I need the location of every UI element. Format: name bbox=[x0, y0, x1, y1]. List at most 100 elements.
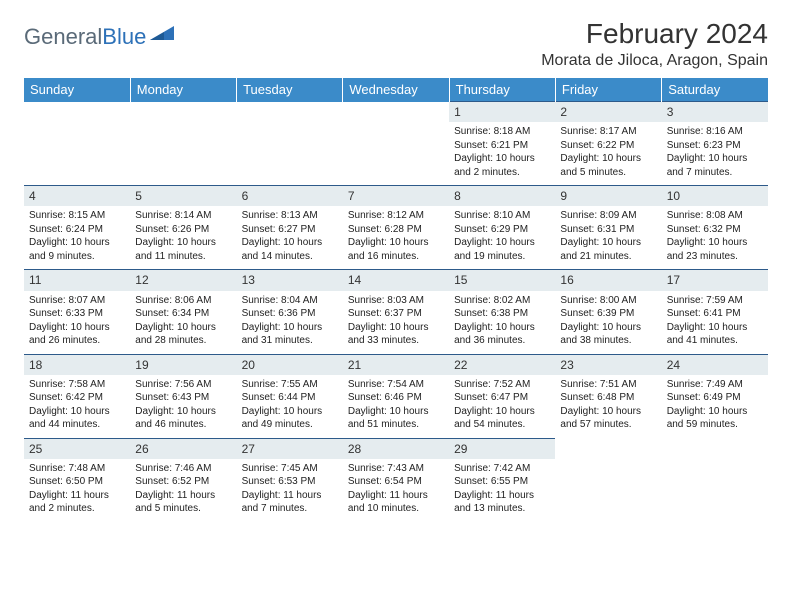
daynum-row: 2526272829 bbox=[24, 438, 768, 459]
daylight-text-1: Daylight: 10 hours bbox=[560, 236, 656, 250]
day-details-cell: Sunrise: 7:52 AMSunset: 6:47 PMDaylight:… bbox=[449, 375, 555, 439]
day-number-cell: 19 bbox=[130, 354, 236, 375]
sunset-text: Sunset: 6:37 PM bbox=[348, 307, 444, 321]
sunrise-text: Sunrise: 8:10 AM bbox=[454, 209, 550, 223]
sunrise-text: Sunrise: 7:46 AM bbox=[135, 462, 231, 476]
daylight-text-2: and 44 minutes. bbox=[29, 418, 125, 432]
day-number-cell: 14 bbox=[343, 270, 449, 291]
daylight-text-2: and 28 minutes. bbox=[135, 334, 231, 348]
sunset-text: Sunset: 6:47 PM bbox=[454, 391, 550, 405]
sunset-text: Sunset: 6:36 PM bbox=[242, 307, 338, 321]
daylight-text-2: and 10 minutes. bbox=[348, 502, 444, 516]
sunset-text: Sunset: 6:28 PM bbox=[348, 223, 444, 237]
day-number-cell: 10 bbox=[662, 186, 768, 207]
sunset-text: Sunset: 6:23 PM bbox=[667, 139, 763, 153]
day-number-cell: 15 bbox=[449, 270, 555, 291]
day-number-cell bbox=[130, 102, 236, 123]
day-number-cell: 23 bbox=[555, 354, 661, 375]
sunset-text: Sunset: 6:46 PM bbox=[348, 391, 444, 405]
details-row: Sunrise: 7:48 AMSunset: 6:50 PMDaylight:… bbox=[24, 459, 768, 522]
day-details-cell: Sunrise: 7:51 AMSunset: 6:48 PMDaylight:… bbox=[555, 375, 661, 439]
sunset-text: Sunset: 6:39 PM bbox=[560, 307, 656, 321]
daylight-text-1: Daylight: 10 hours bbox=[29, 405, 125, 419]
daylight-text-2: and 26 minutes. bbox=[29, 334, 125, 348]
sunrise-text: Sunrise: 7:42 AM bbox=[454, 462, 550, 476]
daylight-text-1: Daylight: 10 hours bbox=[348, 321, 444, 335]
sunset-text: Sunset: 6:41 PM bbox=[667, 307, 763, 321]
logo-text: GeneralBlue bbox=[24, 24, 146, 50]
day-details-cell: Sunrise: 7:55 AMSunset: 6:44 PMDaylight:… bbox=[237, 375, 343, 439]
daylight-text-1: Daylight: 10 hours bbox=[135, 321, 231, 335]
day-details-cell: Sunrise: 7:43 AMSunset: 6:54 PMDaylight:… bbox=[343, 459, 449, 522]
sunrise-text: Sunrise: 8:17 AM bbox=[560, 125, 656, 139]
day-details-cell: Sunrise: 7:49 AMSunset: 6:49 PMDaylight:… bbox=[662, 375, 768, 439]
sunrise-text: Sunrise: 8:18 AM bbox=[454, 125, 550, 139]
daylight-text-2: and 33 minutes. bbox=[348, 334, 444, 348]
calendar-page: GeneralBlue February 2024 Morata de Jilo… bbox=[0, 0, 792, 540]
sunrise-text: Sunrise: 8:12 AM bbox=[348, 209, 444, 223]
day-number-cell: 12 bbox=[130, 270, 236, 291]
sunset-text: Sunset: 6:31 PM bbox=[560, 223, 656, 237]
daylight-text-2: and 41 minutes. bbox=[667, 334, 763, 348]
daylight-text-2: and 14 minutes. bbox=[242, 250, 338, 264]
sunrise-text: Sunrise: 8:06 AM bbox=[135, 294, 231, 308]
day-header: Friday bbox=[555, 78, 661, 102]
sunrise-text: Sunrise: 8:04 AM bbox=[242, 294, 338, 308]
day-details-cell: Sunrise: 8:00 AMSunset: 6:39 PMDaylight:… bbox=[555, 291, 661, 355]
daylight-text-1: Daylight: 11 hours bbox=[29, 489, 125, 503]
daylight-text-1: Daylight: 10 hours bbox=[667, 236, 763, 250]
daylight-text-2: and 5 minutes. bbox=[560, 166, 656, 180]
day-header: Wednesday bbox=[343, 78, 449, 102]
day-details-cell: Sunrise: 7:56 AMSunset: 6:43 PMDaylight:… bbox=[130, 375, 236, 439]
logo-triangle-icon bbox=[150, 24, 176, 47]
sunset-text: Sunset: 6:33 PM bbox=[29, 307, 125, 321]
day-number-cell: 27 bbox=[237, 438, 343, 459]
day-number-cell: 2 bbox=[555, 102, 661, 123]
day-details-cell bbox=[343, 122, 449, 186]
sunrise-text: Sunrise: 8:16 AM bbox=[667, 125, 763, 139]
sunrise-text: Sunrise: 7:52 AM bbox=[454, 378, 550, 392]
day-number-cell: 3 bbox=[662, 102, 768, 123]
sunset-text: Sunset: 6:55 PM bbox=[454, 475, 550, 489]
sunrise-text: Sunrise: 7:48 AM bbox=[29, 462, 125, 476]
details-row: Sunrise: 8:18 AMSunset: 6:21 PMDaylight:… bbox=[24, 122, 768, 186]
location-text: Morata de Jiloca, Aragon, Spain bbox=[541, 52, 768, 70]
daylight-text-2: and 38 minutes. bbox=[560, 334, 656, 348]
day-details-cell bbox=[24, 122, 130, 186]
day-number-cell: 7 bbox=[343, 186, 449, 207]
page-header: GeneralBlue February 2024 Morata de Jilo… bbox=[24, 18, 768, 70]
daylight-text-2: and 49 minutes. bbox=[242, 418, 338, 432]
day-number-cell: 25 bbox=[24, 438, 130, 459]
day-details-cell bbox=[555, 459, 661, 522]
sunrise-text: Sunrise: 7:59 AM bbox=[667, 294, 763, 308]
daylight-text-2: and 46 minutes. bbox=[135, 418, 231, 432]
sunrise-text: Sunrise: 8:09 AM bbox=[560, 209, 656, 223]
sunrise-text: Sunrise: 7:54 AM bbox=[348, 378, 444, 392]
day-number-cell bbox=[343, 102, 449, 123]
daylight-text-1: Daylight: 10 hours bbox=[29, 321, 125, 335]
daylight-text-1: Daylight: 10 hours bbox=[348, 236, 444, 250]
daylight-text-2: and 11 minutes. bbox=[135, 250, 231, 264]
day-number-cell: 11 bbox=[24, 270, 130, 291]
day-number-cell: 9 bbox=[555, 186, 661, 207]
details-row: Sunrise: 8:15 AMSunset: 6:24 PMDaylight:… bbox=[24, 206, 768, 270]
sunset-text: Sunset: 6:22 PM bbox=[560, 139, 656, 153]
day-number-cell: 8 bbox=[449, 186, 555, 207]
day-details-cell: Sunrise: 8:14 AMSunset: 6:26 PMDaylight:… bbox=[130, 206, 236, 270]
day-details-cell: Sunrise: 8:17 AMSunset: 6:22 PMDaylight:… bbox=[555, 122, 661, 186]
day-number-cell: 16 bbox=[555, 270, 661, 291]
daylight-text-2: and 16 minutes. bbox=[348, 250, 444, 264]
sunset-text: Sunset: 6:29 PM bbox=[454, 223, 550, 237]
day-details-cell: Sunrise: 8:13 AMSunset: 6:27 PMDaylight:… bbox=[237, 206, 343, 270]
daylight-text-1: Daylight: 10 hours bbox=[242, 405, 338, 419]
daylight-text-1: Daylight: 10 hours bbox=[454, 236, 550, 250]
daylight-text-2: and 31 minutes. bbox=[242, 334, 338, 348]
daylight-text-1: Daylight: 10 hours bbox=[454, 405, 550, 419]
daylight-text-2: and 19 minutes. bbox=[454, 250, 550, 264]
daylight-text-2: and 59 minutes. bbox=[667, 418, 763, 432]
day-number-cell: 4 bbox=[24, 186, 130, 207]
day-number-cell: 20 bbox=[237, 354, 343, 375]
day-details-cell bbox=[130, 122, 236, 186]
day-details-cell: Sunrise: 7:48 AMSunset: 6:50 PMDaylight:… bbox=[24, 459, 130, 522]
sunrise-text: Sunrise: 8:13 AM bbox=[242, 209, 338, 223]
